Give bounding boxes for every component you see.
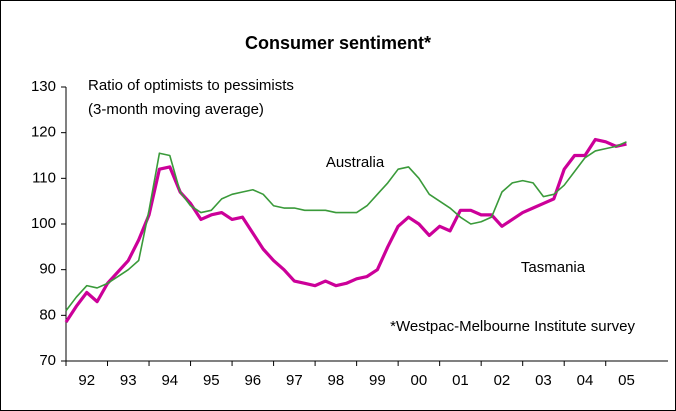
x-tick-label: 98	[328, 372, 345, 389]
x-tick-label: 97	[286, 372, 303, 389]
y-tick-label: 80	[39, 306, 56, 323]
x-tick-label: 99	[369, 372, 386, 389]
x-tick-label: 04	[577, 372, 594, 389]
x-tick-label: 96	[244, 372, 261, 389]
y-tick-label: 110	[32, 169, 56, 186]
y-tick-label: 90	[39, 261, 56, 278]
x-tick-label: 02	[494, 372, 511, 389]
x-tick-label: 05	[618, 372, 635, 389]
y-tick-label: 100	[31, 215, 56, 232]
subtitle: Ratio of optimists to pessimists	[88, 77, 294, 94]
y-tick-label: 130	[31, 78, 56, 95]
x-tick-label: 94	[161, 372, 178, 389]
x-tick-label: 93	[120, 372, 137, 389]
y-tick-label: 120	[31, 124, 56, 141]
x-tick-label: 92	[78, 372, 95, 389]
annotation: *Westpac-Melbourne Institute survey	[390, 318, 635, 335]
series-line	[64, 137, 627, 324]
series-label: Australia	[326, 154, 385, 171]
x-tick-label: 95	[203, 372, 220, 389]
series-line	[65, 141, 627, 312]
x-tick-label: 03	[535, 372, 552, 389]
x-tick-label: 01	[452, 372, 469, 389]
chart-title: Consumer sentiment*	[245, 33, 431, 53]
series-label: Tasmania	[521, 259, 586, 276]
y-tick-label: 70	[39, 352, 56, 369]
subtitle: (3-month moving average)	[88, 101, 264, 118]
x-tick-label: 00	[411, 372, 428, 389]
